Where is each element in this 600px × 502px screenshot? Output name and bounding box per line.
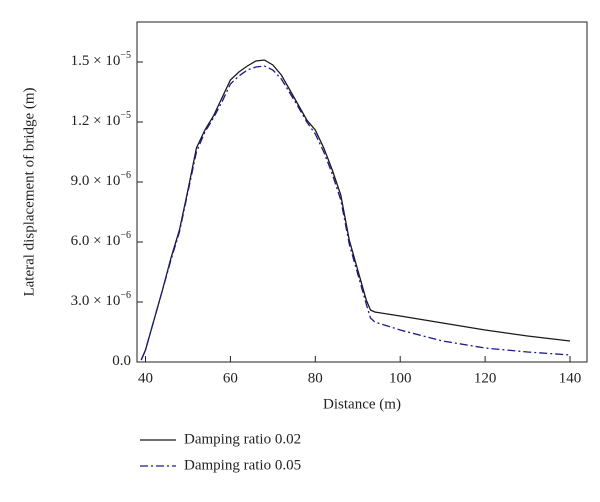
y-tick-mantissa: 0.0 (112, 353, 131, 369)
series-line (140, 65, 571, 361)
y-tick-exponent: −5 (120, 50, 131, 61)
y-tick-exponent: −5 (120, 110, 131, 121)
y-tick-label: 3.0 × 10−6 (71, 290, 131, 309)
y-tick-exponent: −6 (120, 230, 131, 241)
y-tick-label: 9.0 × 10−6 (71, 170, 131, 189)
legend-label: Damping ratio 0.05 (184, 457, 301, 473)
legend-label: Damping ratio 0.02 (184, 431, 301, 447)
x-tick-label: 40 (138, 370, 153, 386)
x-tick-label: 140 (559, 370, 582, 386)
x-tick-label: 60 (223, 370, 238, 386)
y-tick-label: 0.0 (112, 353, 131, 369)
y-tick-mantissa: 1.5 × 10 (71, 53, 121, 69)
x-tick-label: 80 (308, 370, 323, 386)
y-tick-label: 1.5 × 10−5 (71, 50, 131, 69)
y-tick-label: 1.2 × 10−5 (71, 110, 131, 129)
y-tick-label: 6.0 × 10−6 (71, 230, 131, 249)
y-tick-mantissa: 6.0 × 10 (71, 233, 121, 249)
y-tick-mantissa: 3.0 × 10 (71, 293, 121, 309)
y-tick-mantissa: 9.0 × 10 (71, 173, 121, 189)
x-axis-label: Distance (m) (323, 396, 401, 412)
plot-frame (136, 21, 588, 363)
x-tick-label: 120 (474, 370, 497, 386)
series-line (140, 59, 571, 361)
y-tick-exponent: −6 (120, 170, 131, 181)
y-tick-exponent: −6 (120, 290, 131, 301)
x-tick-label: 100 (389, 370, 412, 386)
y-axis-label: Lateral displacement of bridge (m) (21, 87, 37, 296)
y-tick-mantissa: 1.2 × 10 (71, 113, 121, 129)
